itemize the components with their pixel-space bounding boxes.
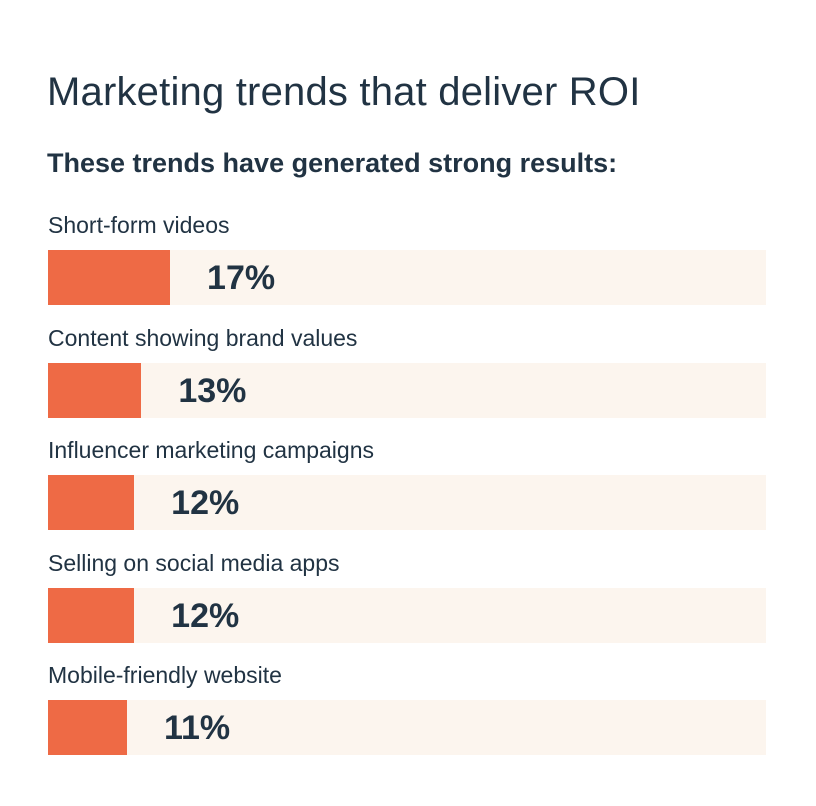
category-label: Content showing brand values: [48, 324, 358, 351]
chart-title: Marketing trends that deliver ROI: [47, 70, 641, 114]
category-label: Influencer marketing campaigns: [48, 437, 374, 463]
bar-row: Short-form videos 17%: [48, 211, 766, 305]
bar: [48, 700, 127, 755]
bar-track: 11%: [48, 700, 766, 755]
category-label: Short-form videos: [48, 212, 230, 238]
bar: [48, 475, 135, 530]
bar: [48, 250, 171, 305]
bar-track: 13%: [48, 362, 766, 418]
data-label: 12%: [171, 484, 240, 522]
bar-track: 12%: [48, 475, 766, 530]
bar-row: Selling on social media apps 12%: [48, 549, 766, 643]
category-label: Mobile-friendly website: [48, 662, 282, 688]
bar-row: Mobile-friendly website 11%: [48, 661, 766, 755]
data-label: 17%: [207, 259, 276, 297]
data-label: 11%: [163, 709, 231, 747]
chart-subtitle: These trends have generated strong resul…: [47, 148, 618, 178]
data-label: 12%: [171, 596, 240, 635]
bar-track: 12%: [48, 587, 766, 643]
bar: [48, 362, 142, 418]
data-label: 13%: [178, 371, 247, 410]
bar-row: Influencer marketing campaigns 12%: [48, 436, 766, 530]
bar: [48, 587, 135, 643]
category-label: Selling on social media apps: [48, 549, 340, 576]
bar-track: 17%: [48, 250, 766, 305]
bar-row: Content showing brand values 13%: [48, 324, 766, 418]
